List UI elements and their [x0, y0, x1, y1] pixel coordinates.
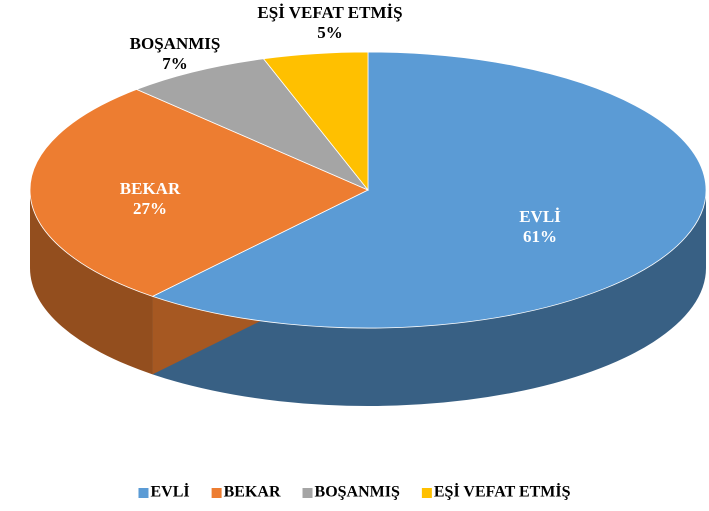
slice-label-name: BEKAR [120, 179, 181, 198]
legend: EVLİ BEKAR BOŞANMIŞ EŞİ VEFAT ETMİŞ [138, 482, 571, 501]
side-wall [29, 190, 153, 375]
slice-label-name: EŞİ VEFAT ETMİŞ [257, 3, 402, 22]
slice-label-name: BOŞANMIŞ [130, 34, 221, 53]
slice-label-value: 61% [523, 227, 557, 246]
pie-slice [135, 58, 369, 191]
pie-slice [151, 51, 707, 329]
slice-label-value: 7% [162, 54, 188, 73]
legend-label: BOŞANMIŞ [315, 484, 400, 501]
side-wall [152, 190, 707, 407]
legend-label: BEKAR [224, 484, 281, 501]
pie-slice [29, 88, 369, 297]
legend-swatch [302, 488, 313, 498]
legend-swatch [421, 488, 432, 498]
pie-slice [262, 51, 369, 192]
slice-label-name: EVLİ [519, 207, 561, 226]
legend-label: EŞİ VEFAT ETMİŞ [434, 482, 571, 501]
legend-label: EVLİ [150, 482, 189, 501]
legend-swatch [211, 488, 222, 498]
slice-label-value: 27% [133, 199, 167, 218]
slice-label-value: 5% [317, 23, 343, 42]
legend-swatch [138, 488, 149, 498]
